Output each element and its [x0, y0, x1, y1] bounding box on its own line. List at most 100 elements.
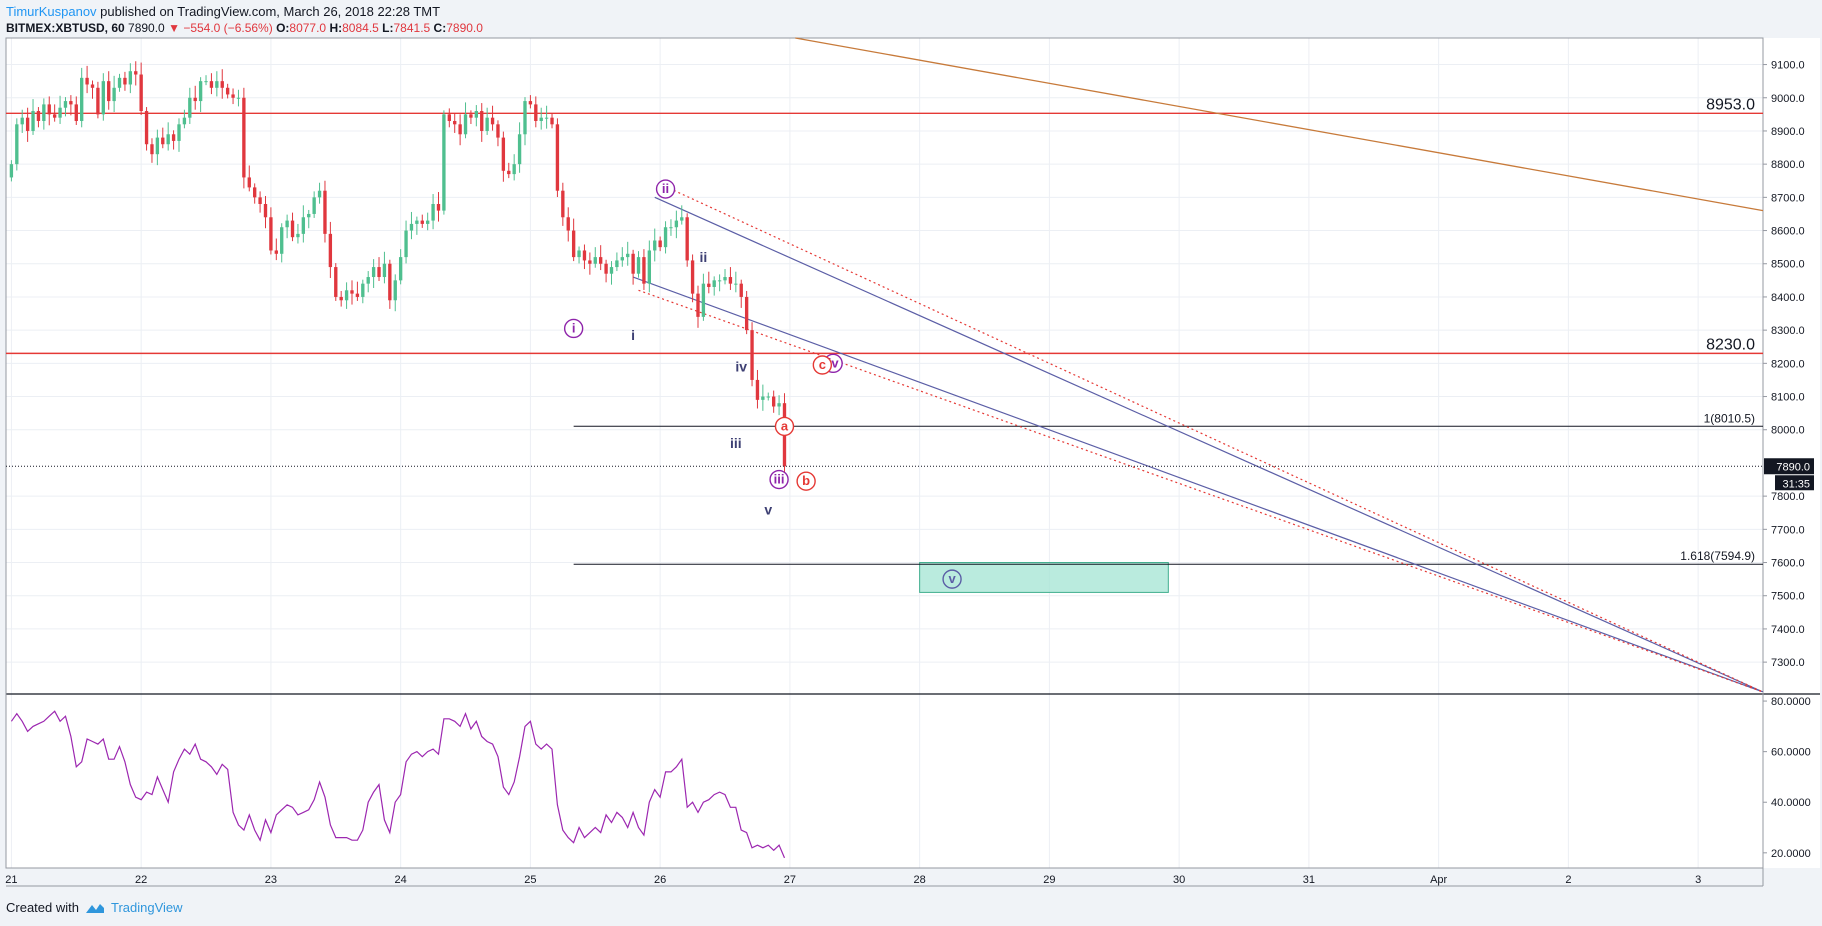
candle-body: [155, 137, 160, 155]
close-value: 7890.0: [446, 21, 483, 35]
candle-body: [85, 77, 89, 85]
created-with-text: Created with: [6, 900, 79, 915]
candle-body: [36, 111, 41, 121]
price-tick-label: 7800.0: [1771, 491, 1805, 503]
candle-body: [90, 84, 95, 88]
symbol-name[interactable]: BITMEX:XBTUSD, 60: [6, 21, 125, 35]
down-arrow-icon: ▼: [168, 21, 180, 35]
price-tick-label: 8900.0: [1771, 126, 1805, 138]
high-label: H:: [329, 21, 343, 35]
fib-level-label: 1(8010.5): [1704, 411, 1755, 425]
wave-label-text: i: [631, 327, 635, 343]
candle-body: [204, 81, 208, 83]
candle-body: [750, 330, 754, 380]
time-tick-label: 23: [265, 874, 277, 886]
candle-body: [258, 197, 262, 204]
candle-body: [636, 257, 641, 274]
axis-background: [1763, 38, 1820, 868]
candle-body: [712, 280, 716, 287]
close-label: C:: [433, 21, 447, 35]
time-tick-label: 27: [784, 874, 796, 886]
wave-label-circle: [812, 355, 833, 375]
candle-body: [393, 280, 397, 301]
grid-lines: [6, 38, 1763, 868]
candle-body: [269, 217, 273, 251]
candle-body: [469, 114, 473, 118]
candle-body: [436, 203, 441, 211]
time-tick-label: 22: [135, 874, 147, 886]
candle-body: [317, 190, 322, 198]
candle-body: [225, 87, 230, 95]
candle-body: [112, 87, 116, 102]
candle-body: [209, 81, 214, 88]
candle-body: [193, 97, 197, 102]
fib-level-label: 1.618(7594.9): [1680, 549, 1755, 563]
candle-body: [696, 293, 700, 317]
candle-body: [669, 227, 673, 229]
candle-body: [426, 220, 430, 224]
candle-body: [544, 117, 549, 119]
last-price-tag: 7890.0: [1776, 461, 1810, 473]
candle-body: [480, 111, 484, 131]
candle-body: [69, 101, 73, 105]
price-tick-label: 8700.0: [1771, 192, 1805, 204]
candle-body: [680, 217, 684, 221]
published-text: published on TradingView.com, March 26, …: [96, 4, 441, 19]
time-tick-label: 31: [1303, 874, 1315, 886]
candle-body: [501, 137, 506, 171]
candle-body: [566, 217, 570, 231]
wave-label-text: ii: [662, 181, 669, 196]
candle-body: [690, 260, 695, 294]
rsi-tick-label: 20.0000: [1771, 848, 1811, 860]
countdown-tag-bg: [1775, 475, 1814, 491]
candle-body: [734, 283, 738, 285]
candle-body: [550, 117, 554, 125]
candle-body: [555, 124, 560, 191]
candle-body: [517, 134, 522, 165]
price-axis: 7300.0 7400.0 7500.0 7600.0 7700.0 7800.0 8000…: [1763, 60, 1805, 669]
candle-body: [523, 101, 527, 135]
author-link[interactable]: TimurKuspanov: [6, 4, 97, 19]
candle-body: [453, 120, 457, 125]
target-zone-box: [919, 562, 1169, 593]
candle-body: [388, 263, 392, 301]
candle-body: [604, 263, 608, 274]
candle-body: [561, 190, 565, 218]
candle-body: [377, 267, 381, 278]
wave-label-circle: [774, 416, 795, 437]
horizontal-level-label: 8230.0: [1706, 336, 1755, 353]
wave-label-text: iv: [735, 359, 747, 375]
candle-body: [512, 164, 516, 175]
price-tick-label: 8400.0: [1771, 292, 1805, 304]
candle-body: [717, 280, 722, 282]
candle-body: [674, 220, 679, 228]
candle-body: [663, 227, 668, 248]
candle-body: [247, 177, 251, 188]
candle-body: [415, 220, 419, 224]
channel-line: [654, 196, 1763, 692]
candle-body: [58, 107, 62, 118]
time-tick-label: 2: [1565, 874, 1571, 886]
wave-label-circle: [769, 469, 789, 490]
wave-label-circle: [563, 318, 584, 339]
candle-body: [355, 293, 360, 297]
tradingview-brand[interactable]: TradingView: [110, 900, 183, 915]
price-tick-label: 7400.0: [1771, 624, 1805, 636]
candle-body: [253, 187, 257, 198]
candle-body: [188, 97, 192, 118]
price-change: −554.0 (−6.56%): [183, 21, 273, 35]
wave-label-circle: [655, 179, 676, 199]
wave-label-text: c: [819, 357, 826, 372]
candle-body: [761, 396, 765, 400]
candle-body: [220, 81, 224, 88]
candle-body: [166, 134, 170, 145]
candle-body: [171, 134, 176, 141]
high-value: 8084.5: [342, 21, 379, 35]
last-price-tag-bg: [1764, 458, 1814, 475]
price-tick-label: 8200.0: [1771, 358, 1805, 370]
candle-body: [685, 217, 689, 261]
candle-body: [123, 77, 127, 85]
candle-body: [404, 230, 408, 258]
candle-body: [339, 296, 343, 301]
